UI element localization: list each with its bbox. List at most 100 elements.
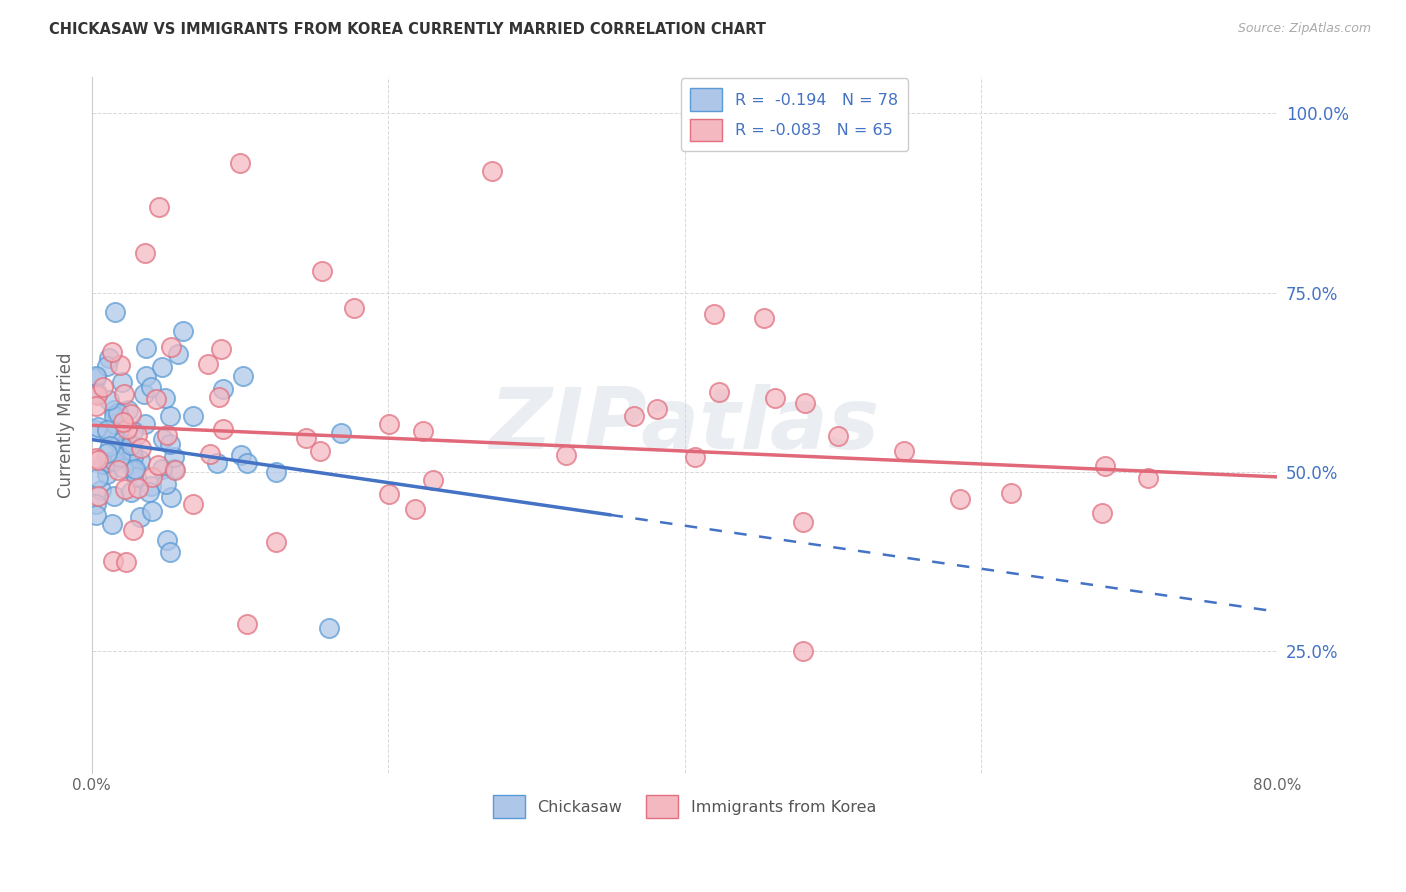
Point xyxy=(236,616,259,631)
Point xyxy=(101,516,124,531)
Point xyxy=(1137,471,1160,485)
Point xyxy=(122,465,145,479)
Point xyxy=(111,442,134,456)
Point xyxy=(138,485,160,500)
Point xyxy=(146,458,169,472)
Point xyxy=(229,448,252,462)
Point xyxy=(84,497,107,511)
Point xyxy=(212,422,235,436)
Point xyxy=(181,409,204,423)
Point xyxy=(103,454,125,468)
Point xyxy=(120,456,142,470)
Point xyxy=(112,415,135,429)
Point xyxy=(114,483,136,497)
Point xyxy=(163,463,186,477)
Point xyxy=(86,453,108,467)
Point xyxy=(232,369,254,384)
Point xyxy=(101,554,124,568)
Point xyxy=(97,454,120,468)
Point xyxy=(183,497,205,511)
Point xyxy=(112,460,135,475)
Point xyxy=(141,470,163,484)
Point xyxy=(87,489,110,503)
Point xyxy=(765,391,787,405)
Point xyxy=(205,456,228,470)
Point xyxy=(121,424,143,438)
Point xyxy=(125,470,148,484)
Point xyxy=(120,437,142,451)
Point xyxy=(155,477,177,491)
Point xyxy=(1000,486,1022,500)
Point xyxy=(86,386,108,401)
Point xyxy=(87,470,110,484)
Point xyxy=(96,423,118,437)
Point xyxy=(949,491,972,506)
Point xyxy=(145,392,167,407)
Point xyxy=(108,358,131,372)
Point xyxy=(121,523,143,537)
Point xyxy=(129,510,152,524)
Point xyxy=(264,465,287,479)
Point xyxy=(623,409,645,424)
Point xyxy=(683,450,706,464)
Point xyxy=(198,447,221,461)
Point xyxy=(159,490,181,504)
Point xyxy=(141,479,163,493)
Point xyxy=(152,432,174,446)
Point xyxy=(318,621,340,635)
Point xyxy=(96,467,118,481)
Point xyxy=(135,368,157,383)
Point xyxy=(159,340,181,354)
Point xyxy=(87,420,110,434)
Point xyxy=(481,163,503,178)
Text: ZIPatlas: ZIPatlas xyxy=(489,384,880,467)
Point xyxy=(104,417,127,431)
Point xyxy=(120,407,142,421)
Point xyxy=(117,403,139,417)
Point xyxy=(84,369,107,384)
Point xyxy=(100,439,122,453)
Point xyxy=(112,440,135,454)
Point xyxy=(127,481,149,495)
Point xyxy=(127,427,149,442)
Point xyxy=(115,555,138,569)
Point xyxy=(311,264,333,278)
Point xyxy=(115,454,138,468)
Point xyxy=(148,200,170,214)
Point xyxy=(329,425,352,440)
Point xyxy=(893,443,915,458)
Point xyxy=(139,380,162,394)
Point xyxy=(104,305,127,319)
Point xyxy=(266,535,288,549)
Point xyxy=(156,428,179,442)
Point xyxy=(134,245,156,260)
Point xyxy=(212,382,235,396)
Point xyxy=(107,406,129,420)
Point xyxy=(754,310,776,325)
Point xyxy=(134,386,156,401)
Point xyxy=(121,443,143,458)
Point xyxy=(86,508,108,523)
Point xyxy=(155,391,177,405)
Point xyxy=(159,545,181,559)
Point xyxy=(84,371,107,385)
Point xyxy=(101,430,124,444)
Point xyxy=(308,443,330,458)
Point xyxy=(159,409,181,423)
Point xyxy=(703,307,725,321)
Point xyxy=(404,502,426,516)
Point xyxy=(166,347,188,361)
Point xyxy=(197,357,219,371)
Point xyxy=(209,343,232,357)
Point xyxy=(412,424,434,438)
Point xyxy=(112,387,135,401)
Point xyxy=(84,399,107,413)
Point xyxy=(115,422,138,436)
Text: CHICKASAW VS IMMIGRANTS FROM KOREA CURRENTLY MARRIED CORRELATION CHART: CHICKASAW VS IMMIGRANTS FROM KOREA CURRE… xyxy=(49,22,766,37)
Point xyxy=(91,457,114,471)
Point xyxy=(114,437,136,451)
Point xyxy=(111,375,134,389)
Point xyxy=(378,487,401,501)
Point xyxy=(96,445,118,459)
Legend: Chickasaw, Immigrants from Korea: Chickasaw, Immigrants from Korea xyxy=(486,789,883,824)
